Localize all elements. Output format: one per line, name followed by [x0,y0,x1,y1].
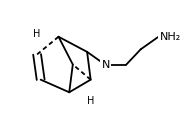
Text: H: H [87,96,94,106]
Text: N: N [102,59,110,70]
Text: NH₂: NH₂ [159,32,181,42]
Text: H: H [33,29,41,39]
